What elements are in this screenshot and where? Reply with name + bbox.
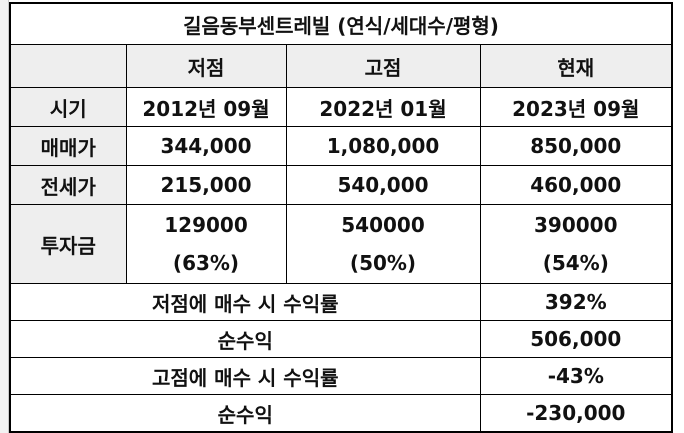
table-title: 길음동부센트레빌 (연식/세대수/평형) bbox=[9, 2, 673, 45]
header-current: 현재 bbox=[479, 44, 673, 88]
high-net-profit-value: -230,000 bbox=[479, 394, 673, 433]
investment-current-cell: 390000 (54%) bbox=[479, 204, 673, 284]
investment-current-pct: (54%) bbox=[542, 251, 609, 275]
investment-high: 540000 bbox=[341, 213, 425, 237]
row-label-jeonse-price: 전세가 bbox=[9, 165, 127, 205]
investment-current: 390000 bbox=[534, 213, 618, 237]
high-buy-return-value: -43% bbox=[479, 357, 673, 395]
low-buy-return-label: 저점에 매수 시 수익률 bbox=[9, 283, 481, 321]
header-low: 저점 bbox=[125, 44, 287, 88]
period-high: 2022년 01월 bbox=[285, 87, 481, 127]
investment-high-cell: 540000 (50%) bbox=[285, 204, 481, 284]
jeonse-price-low: 215,000 bbox=[125, 165, 287, 205]
row-label-period: 시기 bbox=[9, 87, 127, 127]
sale-price-current: 850,000 bbox=[479, 126, 673, 166]
sale-price-high: 1,080,000 bbox=[285, 126, 481, 166]
investment-low-pct: (63%) bbox=[172, 251, 240, 275]
high-buy-return-label: 고점에 매수 시 수익률 bbox=[9, 357, 481, 395]
row-label-sale-price: 매매가 bbox=[9, 126, 127, 166]
period-current: 2023년 09월 bbox=[479, 87, 673, 127]
investment-low: 129000 bbox=[164, 213, 248, 237]
header-high: 고점 bbox=[285, 44, 481, 88]
low-buy-return-value: 392% bbox=[479, 283, 673, 321]
apartment-price-table: 길음동부센트레빌 (연식/세대수/평형) 저점 고점 현재 시기 2012년 0… bbox=[9, 2, 674, 433]
row-label-investment: 투자금 bbox=[9, 204, 127, 284]
sheet-gutter bbox=[0, 0, 9, 433]
jeonse-price-high: 540,000 bbox=[285, 165, 481, 205]
low-net-profit-label: 순수익 bbox=[9, 320, 481, 358]
header-empty-cell bbox=[9, 44, 127, 88]
jeonse-price-current: 460,000 bbox=[479, 165, 673, 205]
investment-high-pct: (50%) bbox=[349, 251, 417, 275]
high-net-profit-label: 순수익 bbox=[9, 394, 481, 433]
low-net-profit-value: 506,000 bbox=[479, 320, 673, 358]
investment-low-cell: 129000 (63%) bbox=[125, 204, 287, 284]
sale-price-low: 344,000 bbox=[125, 126, 287, 166]
period-low: 2012년 09월 bbox=[125, 87, 287, 127]
